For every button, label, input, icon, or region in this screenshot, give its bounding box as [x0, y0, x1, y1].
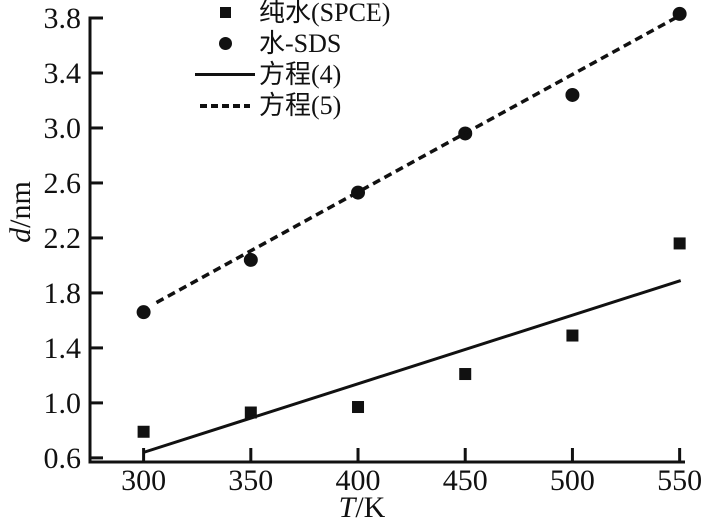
fit-line-dashed: [155, 16, 677, 305]
y-axis: 0.6 1.0 1.4 1.8 2.2 2.6 3.0 3.4 3.8: [44, 2, 103, 475]
y-tick-label: 1.0: [44, 387, 82, 420]
data-point-square: [352, 401, 365, 414]
legend-marker-cell: [193, 37, 257, 50]
legend-label: 纯水(SPCE): [259, 0, 391, 27]
dashed-line-icon: [200, 103, 250, 108]
data-point-square: [244, 406, 257, 419]
x-axis: 300 350 400 450 500 550: [121, 448, 702, 497]
x-axis-title: T/K: [339, 491, 386, 523]
legend-label: 方程(5): [259, 90, 342, 120]
x-tick-label: 300: [121, 464, 166, 497]
x-tick-label: 450: [443, 464, 488, 497]
legend-item-equation-4: 方程(4): [193, 59, 390, 90]
legend: 纯水(SPCE) 水-SDS 方程(4) 方程(5): [193, 0, 390, 121]
data-point-square: [673, 237, 686, 250]
data-point-circle: [565, 87, 580, 102]
legend-label: 方程(4): [259, 59, 342, 89]
fit-line-solid: [143, 279, 682, 454]
y-tick-label: 3.8: [44, 2, 82, 35]
data-point-circle: [243, 252, 258, 267]
legend-item-pure-water: 纯水(SPCE): [193, 0, 390, 28]
data-point-circle: [136, 305, 151, 320]
legend-marker-cell: [193, 73, 257, 76]
series-circles: [136, 6, 687, 320]
y-tick-label: 1.8: [44, 277, 82, 310]
y-tick-label: 3.0: [44, 112, 82, 145]
data-point-circle: [672, 6, 687, 21]
x-tick-label: 400: [336, 464, 381, 497]
data-point-square: [459, 368, 472, 381]
legend-marker-cell: [193, 103, 257, 108]
x-tick-label: 550: [657, 464, 702, 497]
series-dashed-line: [155, 16, 677, 305]
y-tick-label: 2.2: [44, 222, 82, 255]
y-tick-label: 0.6: [44, 442, 82, 475]
y-tick-label: 2.6: [44, 167, 82, 200]
data-point-square: [566, 329, 579, 342]
y-tick-label: 1.4: [44, 332, 82, 365]
series-solid-line: [143, 279, 682, 454]
axes-spines: [88, 16, 685, 464]
series-squares: [137, 237, 686, 438]
legend-item-water-sds: 水-SDS: [193, 28, 390, 59]
x-tick-label: 500: [550, 464, 595, 497]
square-marker-icon: [219, 7, 231, 18]
solid-line-icon: [195, 73, 255, 76]
x-tick-label: 350: [228, 464, 273, 497]
legend-item-equation-5: 方程(5): [193, 90, 390, 121]
legend-marker-cell: [193, 7, 257, 18]
data-point-square: [137, 425, 150, 438]
y-tick-label: 3.4: [44, 57, 82, 90]
circle-marker-icon: [218, 37, 232, 50]
y-axis-title: d/nm: [4, 181, 37, 243]
legend-label: 水-SDS: [259, 28, 342, 58]
